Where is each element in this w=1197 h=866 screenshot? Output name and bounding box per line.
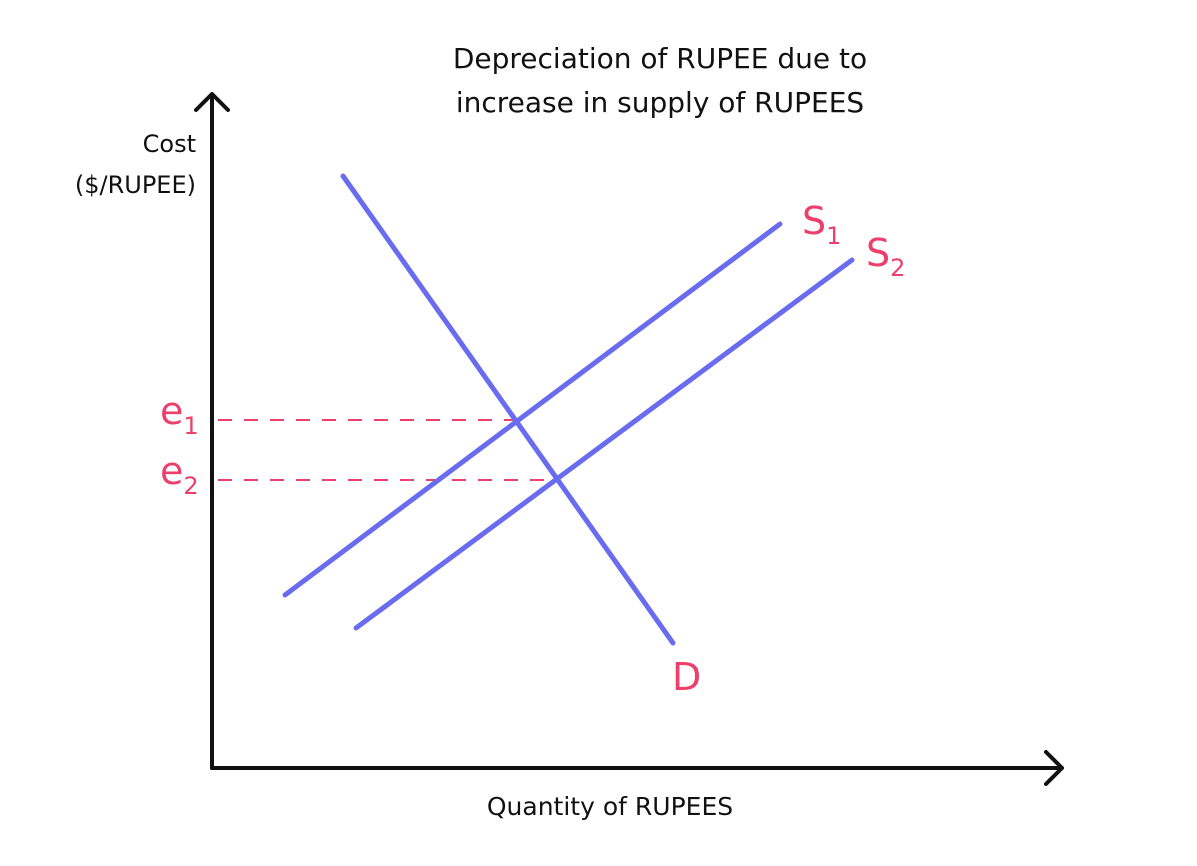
level-label: e1 — [160, 389, 199, 440]
curve-label: D — [672, 655, 701, 699]
label-sub: 2 — [890, 254, 905, 282]
label-sub: 1 — [826, 222, 841, 250]
label-main: e — [160, 389, 183, 433]
guides — [218, 419, 556, 481]
y-axis-label: Cost — [143, 130, 196, 158]
label-sub: 1 — [183, 412, 198, 440]
curve-label: S1 — [802, 199, 841, 250]
title-line: Depreciation of RUPEE due to — [453, 42, 867, 75]
y-axis — [194, 92, 230, 770]
x-axis-label: Quantity of RUPEES — [487, 792, 733, 821]
curve-label: S2 — [866, 231, 905, 282]
label-main: S — [866, 231, 890, 275]
demand-curve — [340, 173, 676, 646]
y-axis-label: ($/RUPEE) — [75, 171, 196, 199]
label-main: S — [802, 199, 826, 243]
level-label: e2 — [160, 449, 199, 500]
label-main: e — [160, 449, 183, 493]
title-line: increase in supply of RUPEES — [456, 86, 864, 119]
supply-curve-2 — [353, 257, 855, 631]
supply-curve-1 — [282, 221, 783, 598]
curves — [282, 173, 855, 646]
label-sub: 2 — [183, 472, 198, 500]
x-axis — [210, 750, 1064, 786]
label-main: D — [672, 655, 701, 699]
axes — [194, 92, 1064, 786]
